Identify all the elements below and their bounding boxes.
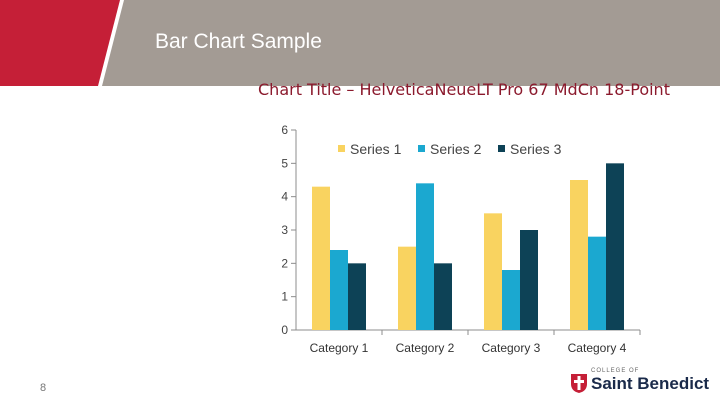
header-gray-band <box>102 0 720 86</box>
y-tick-label: 5 <box>281 156 288 170</box>
y-tick-label: 4 <box>281 190 288 204</box>
logo-subtitle: COLLEGE OF <box>591 368 640 374</box>
y-tick-label: 2 <box>281 256 288 270</box>
x-tick-label: Category 3 <box>482 341 541 355</box>
legend-swatch-series-1 <box>338 145 345 152</box>
bar-2-category-4 <box>588 236 606 330</box>
x-tick-label: Category 1 <box>310 341 369 355</box>
x-tick-label: Category 4 <box>568 341 627 355</box>
y-tick-label: 6 <box>281 123 288 137</box>
chart-title: Chart Title – HelveticaNeueLT Pro 67 MdC… <box>258 80 670 99</box>
header-red-band <box>0 0 120 86</box>
bar-3-category-4 <box>606 163 624 330</box>
bar-1-category-4 <box>570 180 588 330</box>
header-banner <box>0 0 720 86</box>
legend-label-series-2: Series 2 <box>430 141 482 157</box>
slide-title: Bar Chart Sample <box>155 30 322 53</box>
bar-3-category-3 <box>520 230 538 330</box>
logo-name: Saint Benedict <box>591 374 710 393</box>
legend-swatch-series-2 <box>418 145 425 152</box>
bar-1-category-2 <box>398 246 416 330</box>
y-tick-label: 1 <box>281 290 288 304</box>
cross-shield-icon <box>571 374 587 393</box>
bar-1-category-1 <box>312 186 330 330</box>
bar-3-category-2 <box>434 263 452 330</box>
header-background <box>0 0 720 86</box>
bar-1-category-3 <box>484 213 502 330</box>
legend-label-series-3: Series 3 <box>510 141 562 157</box>
x-tick-label: Category 2 <box>396 341 455 355</box>
bar-2-category-2 <box>416 183 434 330</box>
bar-3-category-1 <box>348 263 366 330</box>
page-number: 8 <box>40 382 47 394</box>
college-logo: COLLEGE OF Saint Benedict <box>567 364 709 400</box>
bar-2-category-3 <box>502 270 520 330</box>
y-tick-label: 3 <box>281 223 288 237</box>
bar-2-category-1 <box>330 250 348 330</box>
legend-swatch-series-3 <box>498 145 505 152</box>
y-tick-label: 0 <box>281 323 288 337</box>
legend-label-series-1: Series 1 <box>350 141 402 157</box>
